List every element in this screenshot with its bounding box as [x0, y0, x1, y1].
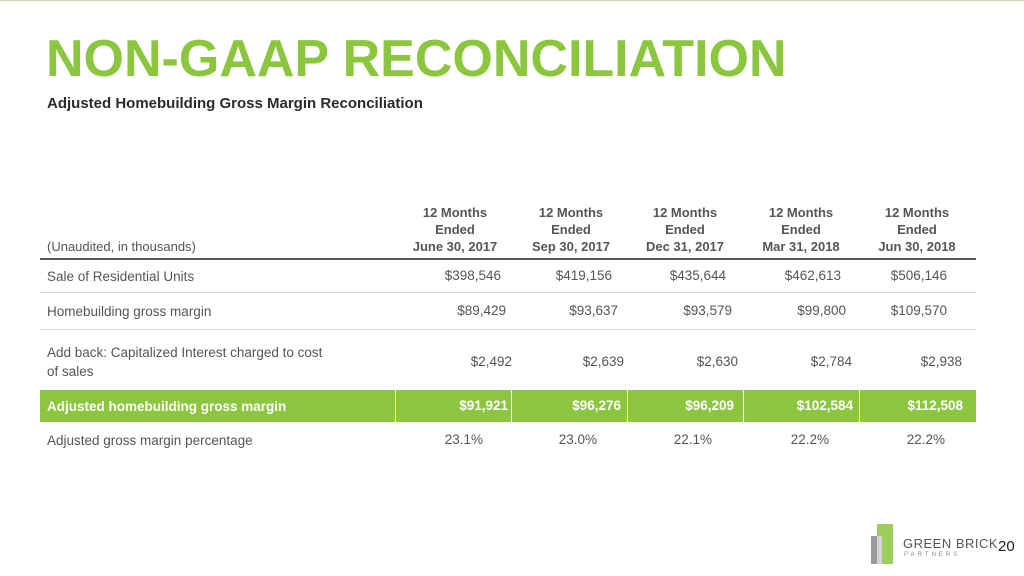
- column-divider: [511, 390, 512, 422]
- table-cell: $99,800: [797, 303, 846, 318]
- column-header-line: 12 Months: [422, 205, 488, 220]
- table-cell: $89,429: [457, 303, 506, 318]
- table-cell: 23.1%: [444, 432, 483, 447]
- table-cell: $435,644: [669, 268, 726, 283]
- table-cell: $96,209: [685, 398, 734, 413]
- table-cell: 22.2%: [906, 432, 945, 447]
- table-cell: $462,613: [784, 268, 841, 283]
- column-divider: [395, 390, 396, 422]
- table-cell: $2,784: [810, 354, 852, 369]
- brand-tagline: PARTNERS: [904, 552, 961, 558]
- column-header-line: Jun 30, 2018: [878, 239, 956, 254]
- green-brick-logo-icon: [871, 524, 893, 564]
- table-cell: $419,156: [555, 268, 612, 283]
- page-title: NON-GAAP RECONCILIATION: [46, 30, 787, 88]
- column-header-mar-2018: 12 Months Ended Mar 31, 2018: [744, 204, 858, 255]
- table-header-row: (Unaudited, in thousands) 12 Months Ende…: [40, 204, 976, 260]
- table-header-label: (Unaudited, in thousands): [47, 239, 196, 254]
- top-rule: [0, 0, 1024, 1]
- row-label: of sales: [47, 364, 94, 379]
- table-cell: $109,570: [890, 303, 947, 318]
- column-header-line: 12 Months: [884, 205, 950, 220]
- table-cell: 22.2%: [790, 432, 829, 447]
- table-row-adjusted-gross-margin-percentage: Adjusted gross margin percentage 23.1% 2…: [40, 422, 976, 458]
- table-cell: $398,546: [444, 268, 501, 283]
- column-header-line: June 30, 2017: [412, 239, 498, 254]
- column-header-line: Sep 30, 2017: [531, 239, 611, 254]
- column-header-sep-2017: 12 Months Ended Sep 30, 2017: [514, 204, 628, 255]
- table-cell: $2,630: [696, 354, 738, 369]
- column-header-line: Ended: [551, 222, 591, 237]
- row-label: Add back: Capitalized Interest charged t…: [47, 345, 323, 360]
- column-header-line: 12 Months: [768, 205, 834, 220]
- column-header-jun-2017: 12 Months Ended June 30, 2017: [398, 204, 512, 255]
- table-row-sale-of-residential-units: Sale of Residential Units $398,546 $419,…: [40, 260, 976, 293]
- column-header-line: 12 Months: [538, 205, 604, 220]
- table-cell: $102,584: [796, 398, 853, 413]
- table-row-adjusted-homebuilding-gross-margin: Adjusted homebuilding gross margin $91,9…: [40, 390, 976, 422]
- table-cell: $93,637: [569, 303, 618, 318]
- table-cell: $91,921: [459, 398, 508, 413]
- row-label: Adjusted homebuilding gross margin: [47, 399, 287, 414]
- page-number: 20: [998, 538, 1015, 555]
- table-cell: $2,938: [920, 354, 962, 369]
- column-header-line: Mar 31, 2018: [762, 239, 840, 254]
- row-label: Adjusted gross margin percentage: [47, 433, 253, 448]
- column-header-line: Dec 31, 2017: [645, 239, 725, 254]
- column-divider: [627, 390, 628, 422]
- row-label: Sale of Residential Units: [47, 269, 195, 284]
- brand-name: GREEN BRICK: [903, 536, 999, 551]
- column-header-jun-2018: 12 Months Ended Jun 30, 2018: [860, 204, 974, 255]
- table-cell: $112,508: [907, 398, 963, 413]
- table-cell: $93,579: [683, 303, 732, 318]
- row-label: Homebuilding gross margin: [47, 304, 212, 319]
- table-row-homebuilding-gross-margin: Homebuilding gross margin $89,429 $93,63…: [40, 293, 976, 330]
- table-cell: $2,492: [470, 354, 512, 369]
- page-subtitle: Adjusted Homebuilding Gross Margin Recon…: [47, 95, 423, 112]
- column-divider: [743, 390, 744, 422]
- column-header-line: Ended: [897, 222, 937, 237]
- column-header-line: 12 Months: [652, 205, 718, 220]
- table-cell: 22.1%: [673, 432, 712, 447]
- column-header-line: Ended: [665, 222, 705, 237]
- table-cell: $2,639: [582, 354, 624, 369]
- column-header-dec-2017: 12 Months Ended Dec 31, 2017: [628, 204, 742, 255]
- table-cell: $506,146: [890, 268, 947, 283]
- table-cell: 23.0%: [558, 432, 597, 447]
- table-row-capitalized-interest: Add back: Capitalized Interest charged t…: [40, 330, 976, 390]
- column-header-line: Ended: [435, 222, 475, 237]
- column-header-line: Ended: [781, 222, 821, 237]
- table-cell: $96,276: [572, 398, 621, 413]
- column-divider: [859, 390, 860, 422]
